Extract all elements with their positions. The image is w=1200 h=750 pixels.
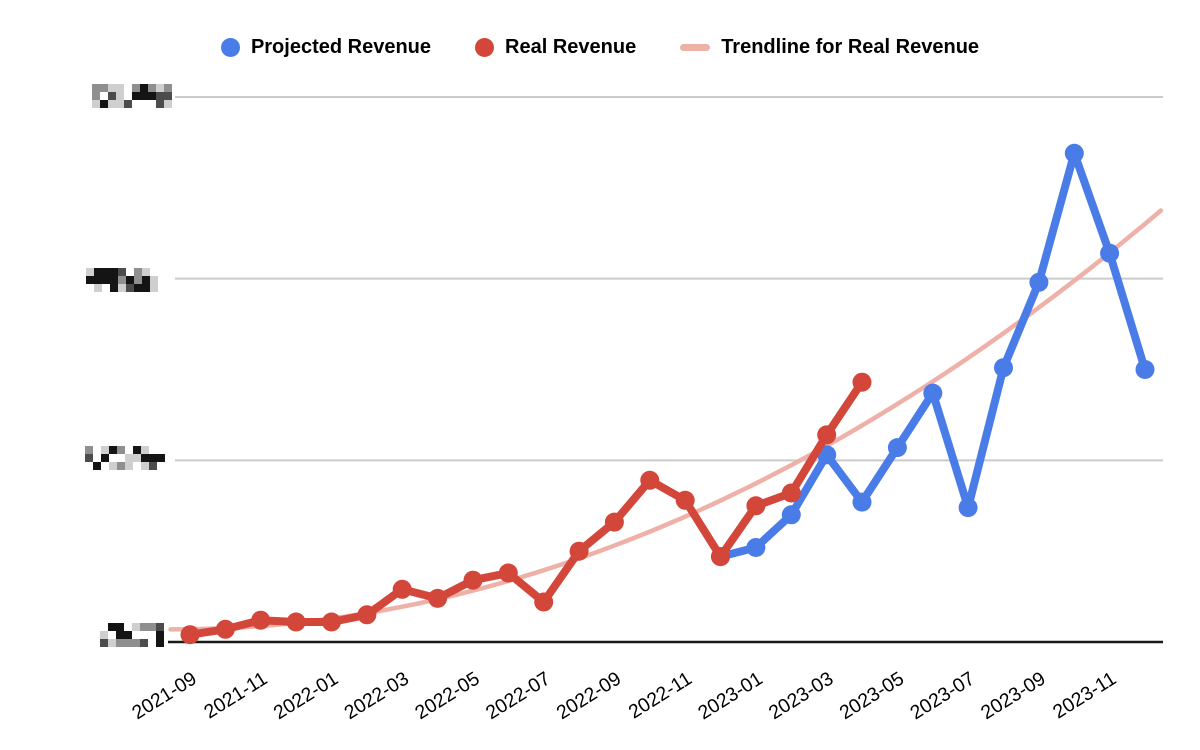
y-axis-label-redacted-zero xyxy=(100,623,164,647)
real-revenue-point[interactable] xyxy=(322,612,341,632)
projected-revenue-point[interactable] xyxy=(958,498,978,518)
legend-item-projected-revenue[interactable]: Projected Revenue xyxy=(220,35,432,59)
legend-item-trendline[interactable]: Trendline for Real Revenue xyxy=(680,36,979,59)
x-tick-label: 2022-07 xyxy=(482,668,554,725)
real-revenue-point[interactable] xyxy=(675,490,695,510)
real-revenue-point[interactable] xyxy=(251,610,271,630)
x-tick-label: 2023-03 xyxy=(765,668,837,725)
real-revenue-point[interactable] xyxy=(463,570,483,590)
trendline-marker-icon xyxy=(680,43,711,51)
real-revenue-point[interactable] xyxy=(534,592,554,612)
real-revenue-point[interactable] xyxy=(392,579,412,599)
x-tick-label: 2023-01 xyxy=(694,668,766,725)
legend-label-trendline: Trendline for Real Revenue xyxy=(721,35,980,58)
trendline-for-real-revenue[interactable] xyxy=(168,208,1164,632)
real-revenue-point[interactable] xyxy=(286,612,306,632)
projected-revenue-point[interactable] xyxy=(852,492,872,512)
legend-label-projected-revenue: Projected Revenue xyxy=(250,35,432,58)
real-revenue-point[interactable] xyxy=(215,619,235,639)
projected-revenue-point[interactable] xyxy=(1064,143,1084,163)
real-revenue-point[interactable] xyxy=(711,547,730,567)
x-tick-label: 2022-03 xyxy=(341,668,413,725)
projected-revenue-point[interactable] xyxy=(1135,360,1155,379)
x-tick-label: 2022-01 xyxy=(270,668,342,725)
real-revenue-point[interactable] xyxy=(604,512,624,532)
x-tick-label: 2022-05 xyxy=(411,668,483,725)
projected-revenue-point[interactable] xyxy=(781,505,801,525)
projected-revenue-point[interactable] xyxy=(923,383,943,403)
projected-revenue-marker-icon xyxy=(220,37,240,57)
x-tick-label: 2023-09 xyxy=(977,668,1049,725)
x-tick-label: 2022-09 xyxy=(553,668,625,725)
legend-label-real-revenue: Real Revenue xyxy=(505,35,637,58)
legend-item-real-revenue[interactable]: Real Revenue xyxy=(475,36,636,59)
x-tick-label: 2021-09 xyxy=(128,668,200,725)
real-revenue-point[interactable] xyxy=(781,483,801,503)
real-revenue-point[interactable] xyxy=(817,425,837,445)
real-revenue-point[interactable] xyxy=(852,372,872,392)
x-tick-label: 2022-11 xyxy=(625,668,696,724)
x-tick-label: 2023-07 xyxy=(906,668,978,725)
x-tick-label: 2023-11 xyxy=(1049,668,1120,724)
y-axis-label-redacted-upper xyxy=(86,268,158,292)
real-revenue-marker-icon xyxy=(475,37,495,57)
real-revenue-point[interactable] xyxy=(640,470,660,490)
real-revenue-point[interactable] xyxy=(428,588,448,608)
real-revenue-point[interactable] xyxy=(498,563,518,583)
real-revenue-point[interactable] xyxy=(569,541,589,561)
y-axis-label-redacted-top xyxy=(92,84,172,108)
real-revenue-point[interactable] xyxy=(746,496,766,516)
real-revenue-point[interactable] xyxy=(180,625,200,645)
projected-revenue-point[interactable] xyxy=(1100,243,1120,263)
projected-revenue-point[interactable] xyxy=(887,438,907,458)
x-tick-label: 2021-11 xyxy=(200,668,271,724)
projected-revenue-point[interactable] xyxy=(994,358,1013,378)
projected-revenue-point[interactable] xyxy=(746,538,766,557)
real-revenue-point[interactable] xyxy=(357,605,377,625)
x-tick-label: 2023-05 xyxy=(836,668,908,725)
y-axis-label-redacted-lower xyxy=(85,446,165,470)
chart-legend: Projected Revenue Real Revenue Trendline… xyxy=(0,30,1200,64)
projected-revenue-point[interactable] xyxy=(1029,272,1049,292)
